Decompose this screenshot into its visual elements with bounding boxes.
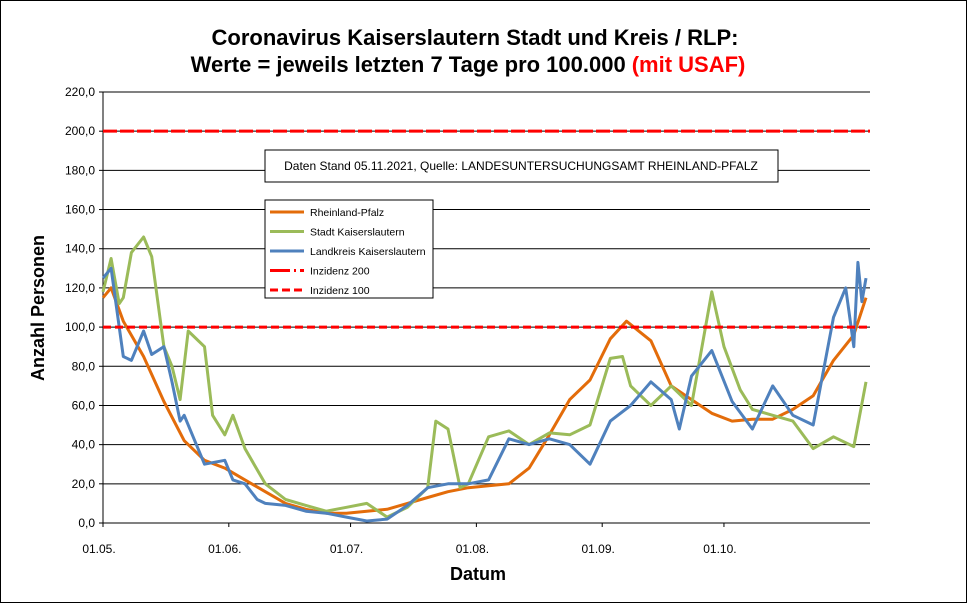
x-tick-label: 01.08. [456, 542, 489, 556]
y-tick-label: 0,0 [78, 516, 95, 530]
y-tick-label: 200,0 [65, 124, 95, 138]
chart-title-line2: Werte = jeweils letzten 7 Tage pro 100.0… [191, 52, 746, 77]
y-tick-label: 160,0 [65, 203, 95, 217]
chart-title-main: Werte = jeweils letzten 7 Tage pro 100.0… [191, 52, 626, 77]
x-tick-label: 01.09. [582, 542, 615, 556]
x-tick-label: 01.07. [330, 542, 363, 556]
y-tick-label: 20,0 [72, 477, 96, 491]
x-tick-label: 01.06. [208, 542, 241, 556]
annotation-text: Daten Stand 05.11.2021, Quelle: LANDESUN… [284, 159, 758, 173]
legend: Rheinland-Pfalz Stadt Kaiserslautern Landk… [264, 199, 434, 299]
x-tick-label: 01.05. [82, 542, 115, 556]
y-tick-label: 140,0 [65, 242, 95, 256]
y-tick-label: 60,0 [72, 398, 96, 412]
x-tick-label: 01.10. [703, 542, 736, 556]
series-rheinland-pfalz-line [101, 286, 868, 515]
legend-label: Stadt Kaiserslautern [310, 227, 405, 239]
legend-label: Inzidenz 200 [310, 266, 370, 278]
legend-label: Landkreis Kaiserslautern [310, 246, 426, 258]
series-landkreis-kaiserslautern-line [101, 260, 868, 523]
chart-title-line1: Coronavirus Kaiserslautern Stadt und Kre… [212, 25, 739, 50]
y-tick-label: 100,0 [65, 320, 95, 334]
y-tick-label: 40,0 [72, 438, 96, 452]
y-axis-label: Anzahl Personen [28, 235, 48, 381]
x-axis-label: Datum [450, 564, 506, 584]
legend-label: Inzidenz 100 [310, 285, 370, 297]
annotation-box: Daten Stand 05.11.2021, Quelle: LANDESUN… [264, 149, 779, 183]
y-tick-label: 120,0 [65, 281, 95, 295]
y-tick-label: 80,0 [72, 359, 96, 373]
legend-label: Rheinland-Pfalz [310, 207, 384, 219]
y-tick-label: 180,0 [65, 163, 95, 177]
y-tick-label: 220,0 [65, 85, 95, 99]
chart-title-highlight: (mit USAF) [632, 52, 746, 77]
series-stadt-kaiserslautern-line [101, 235, 868, 519]
